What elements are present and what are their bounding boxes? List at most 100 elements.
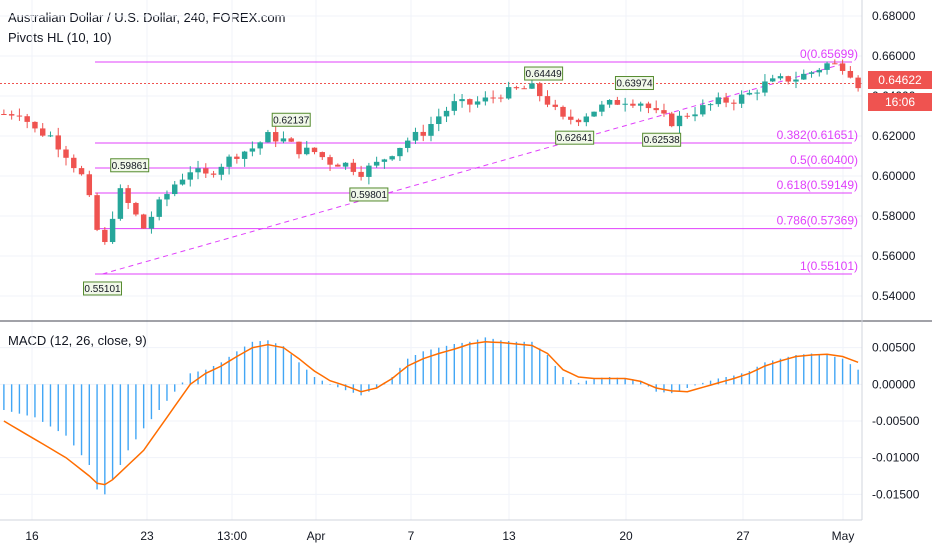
macd-histogram-bar: [26, 384, 28, 416]
macd-histogram-bar: [453, 344, 455, 385]
macd-histogram-bar: [274, 343, 277, 385]
pivot-box: [614, 76, 654, 91]
macd-histogram-bar: [119, 384, 122, 465]
candle-body: [692, 114, 698, 117]
candle-body: [482, 97, 489, 102]
candle-body: [140, 214, 147, 229]
candle-body: [272, 132, 279, 142]
candle-body: [490, 97, 496, 99]
macd-histogram-bar: [663, 384, 665, 393]
macd-histogram-bar: [515, 341, 518, 385]
macd-histogram-bar: [80, 384, 83, 456]
macd-histogram-bar: [678, 384, 681, 391]
candle-body: [847, 70, 854, 78]
time-tick-label: 27: [736, 529, 750, 543]
macd-histogram-bar: [368, 384, 370, 392]
macd-histogram-bar: [236, 351, 238, 385]
macd-histogram-bar: [10, 384, 13, 412]
candle-body: [622, 103, 628, 105]
candle-body: [241, 151, 248, 159]
pivot-box: [83, 281, 123, 296]
candle-body: [55, 135, 61, 150]
candle-body: [16, 115, 23, 117]
candle-body: [428, 124, 434, 136]
macd-histogram-bar: [639, 381, 642, 385]
macd-histogram-bar: [127, 384, 129, 451]
macd-pane: [3, 337, 859, 495]
time-tick-label: 20: [619, 529, 633, 543]
macd-histogram-bar: [49, 384, 52, 427]
candle-body: [591, 111, 597, 117]
macd-histogram-bar: [189, 373, 191, 385]
candle-body: [203, 168, 209, 174]
macd-histogram-bar: [306, 369, 308, 385]
time-tick-label: 16: [25, 529, 39, 543]
macd-histogram-bar: [803, 354, 805, 385]
time-tick-label: May: [832, 529, 855, 543]
macd-histogram-bar: [3, 384, 5, 410]
fib-label: 0.5(0.60400): [790, 153, 858, 167]
time-tick-label: 13: [502, 529, 516, 543]
macd-histogram-bar: [399, 367, 401, 385]
candle-body: [63, 149, 69, 158]
macd-histogram-bar: [608, 377, 611, 385]
price-tick-label: 0.62000: [872, 129, 916, 143]
candle-body: [133, 202, 139, 215]
price-tick-label: 0.56000: [872, 249, 916, 263]
pivot-box: [642, 132, 682, 147]
candle-body: [226, 156, 232, 167]
macd-tick-label: -0.01500: [872, 487, 920, 501]
candle-body: [707, 104, 714, 106]
macd-histogram-bar: [546, 355, 549, 385]
time-tick-label: 13:00: [217, 529, 247, 543]
candle-body: [86, 174, 93, 196]
macd-histogram-bar: [88, 384, 91, 465]
macd-histogram-bar: [795, 355, 797, 385]
macd-histogram-bar: [158, 384, 160, 410]
candle-body: [723, 97, 729, 103]
last-price-badge: 0.64622: [868, 71, 932, 89]
candle-body: [544, 96, 551, 105]
pivot-label: 0.62641: [557, 133, 594, 144]
candle-body: [117, 188, 124, 219]
fib-label: 1(0.55101): [800, 259, 858, 273]
macd-histogram-bar: [849, 364, 852, 385]
candle-body: [645, 103, 652, 109]
candle-body: [630, 103, 636, 106]
indicator-label[interactable]: Pivots HL (10, 10): [8, 30, 112, 45]
macd-histogram-bar: [321, 380, 323, 385]
macd-histogram-bar: [57, 384, 59, 432]
macd-histogram-bar: [740, 373, 743, 385]
candle-body: [389, 156, 395, 160]
macd-tick-label: -0.00500: [872, 414, 920, 428]
candle-body: [71, 157, 77, 169]
candle-body: [94, 195, 100, 230]
macd-histogram-bar: [445, 345, 448, 385]
candle-body: [288, 138, 294, 142]
candle-body: [436, 116, 442, 125]
candle-body: [249, 148, 256, 152]
macd-histogram-bar: [562, 377, 564, 385]
candle-body: [265, 132, 271, 143]
candle-body: [459, 99, 465, 102]
candle-body: [164, 194, 170, 200]
candle-body: [451, 101, 458, 111]
candle-body: [358, 171, 364, 177]
macd-histogram-bar: [570, 379, 572, 385]
macd-histogram-bar: [430, 349, 432, 385]
price-tick-label: 0.54000: [872, 289, 916, 303]
pivot-label: 0.59801: [351, 190, 388, 201]
candle-body: [808, 72, 815, 74]
candle-body: [381, 159, 388, 162]
macd-histogram-bar: [624, 378, 626, 385]
candle-body: [342, 162, 349, 167]
macd-histogram-bar: [632, 379, 634, 385]
macd-label[interactable]: MACD (12, 26, close, 9): [8, 333, 147, 348]
pivot-label: 0.63974: [616, 79, 653, 90]
macd-histogram-bar: [748, 371, 751, 385]
grid: [0, 0, 862, 520]
macd-histogram-bar: [717, 378, 720, 385]
candle-body: [179, 179, 186, 185]
candle-body: [420, 131, 426, 136]
